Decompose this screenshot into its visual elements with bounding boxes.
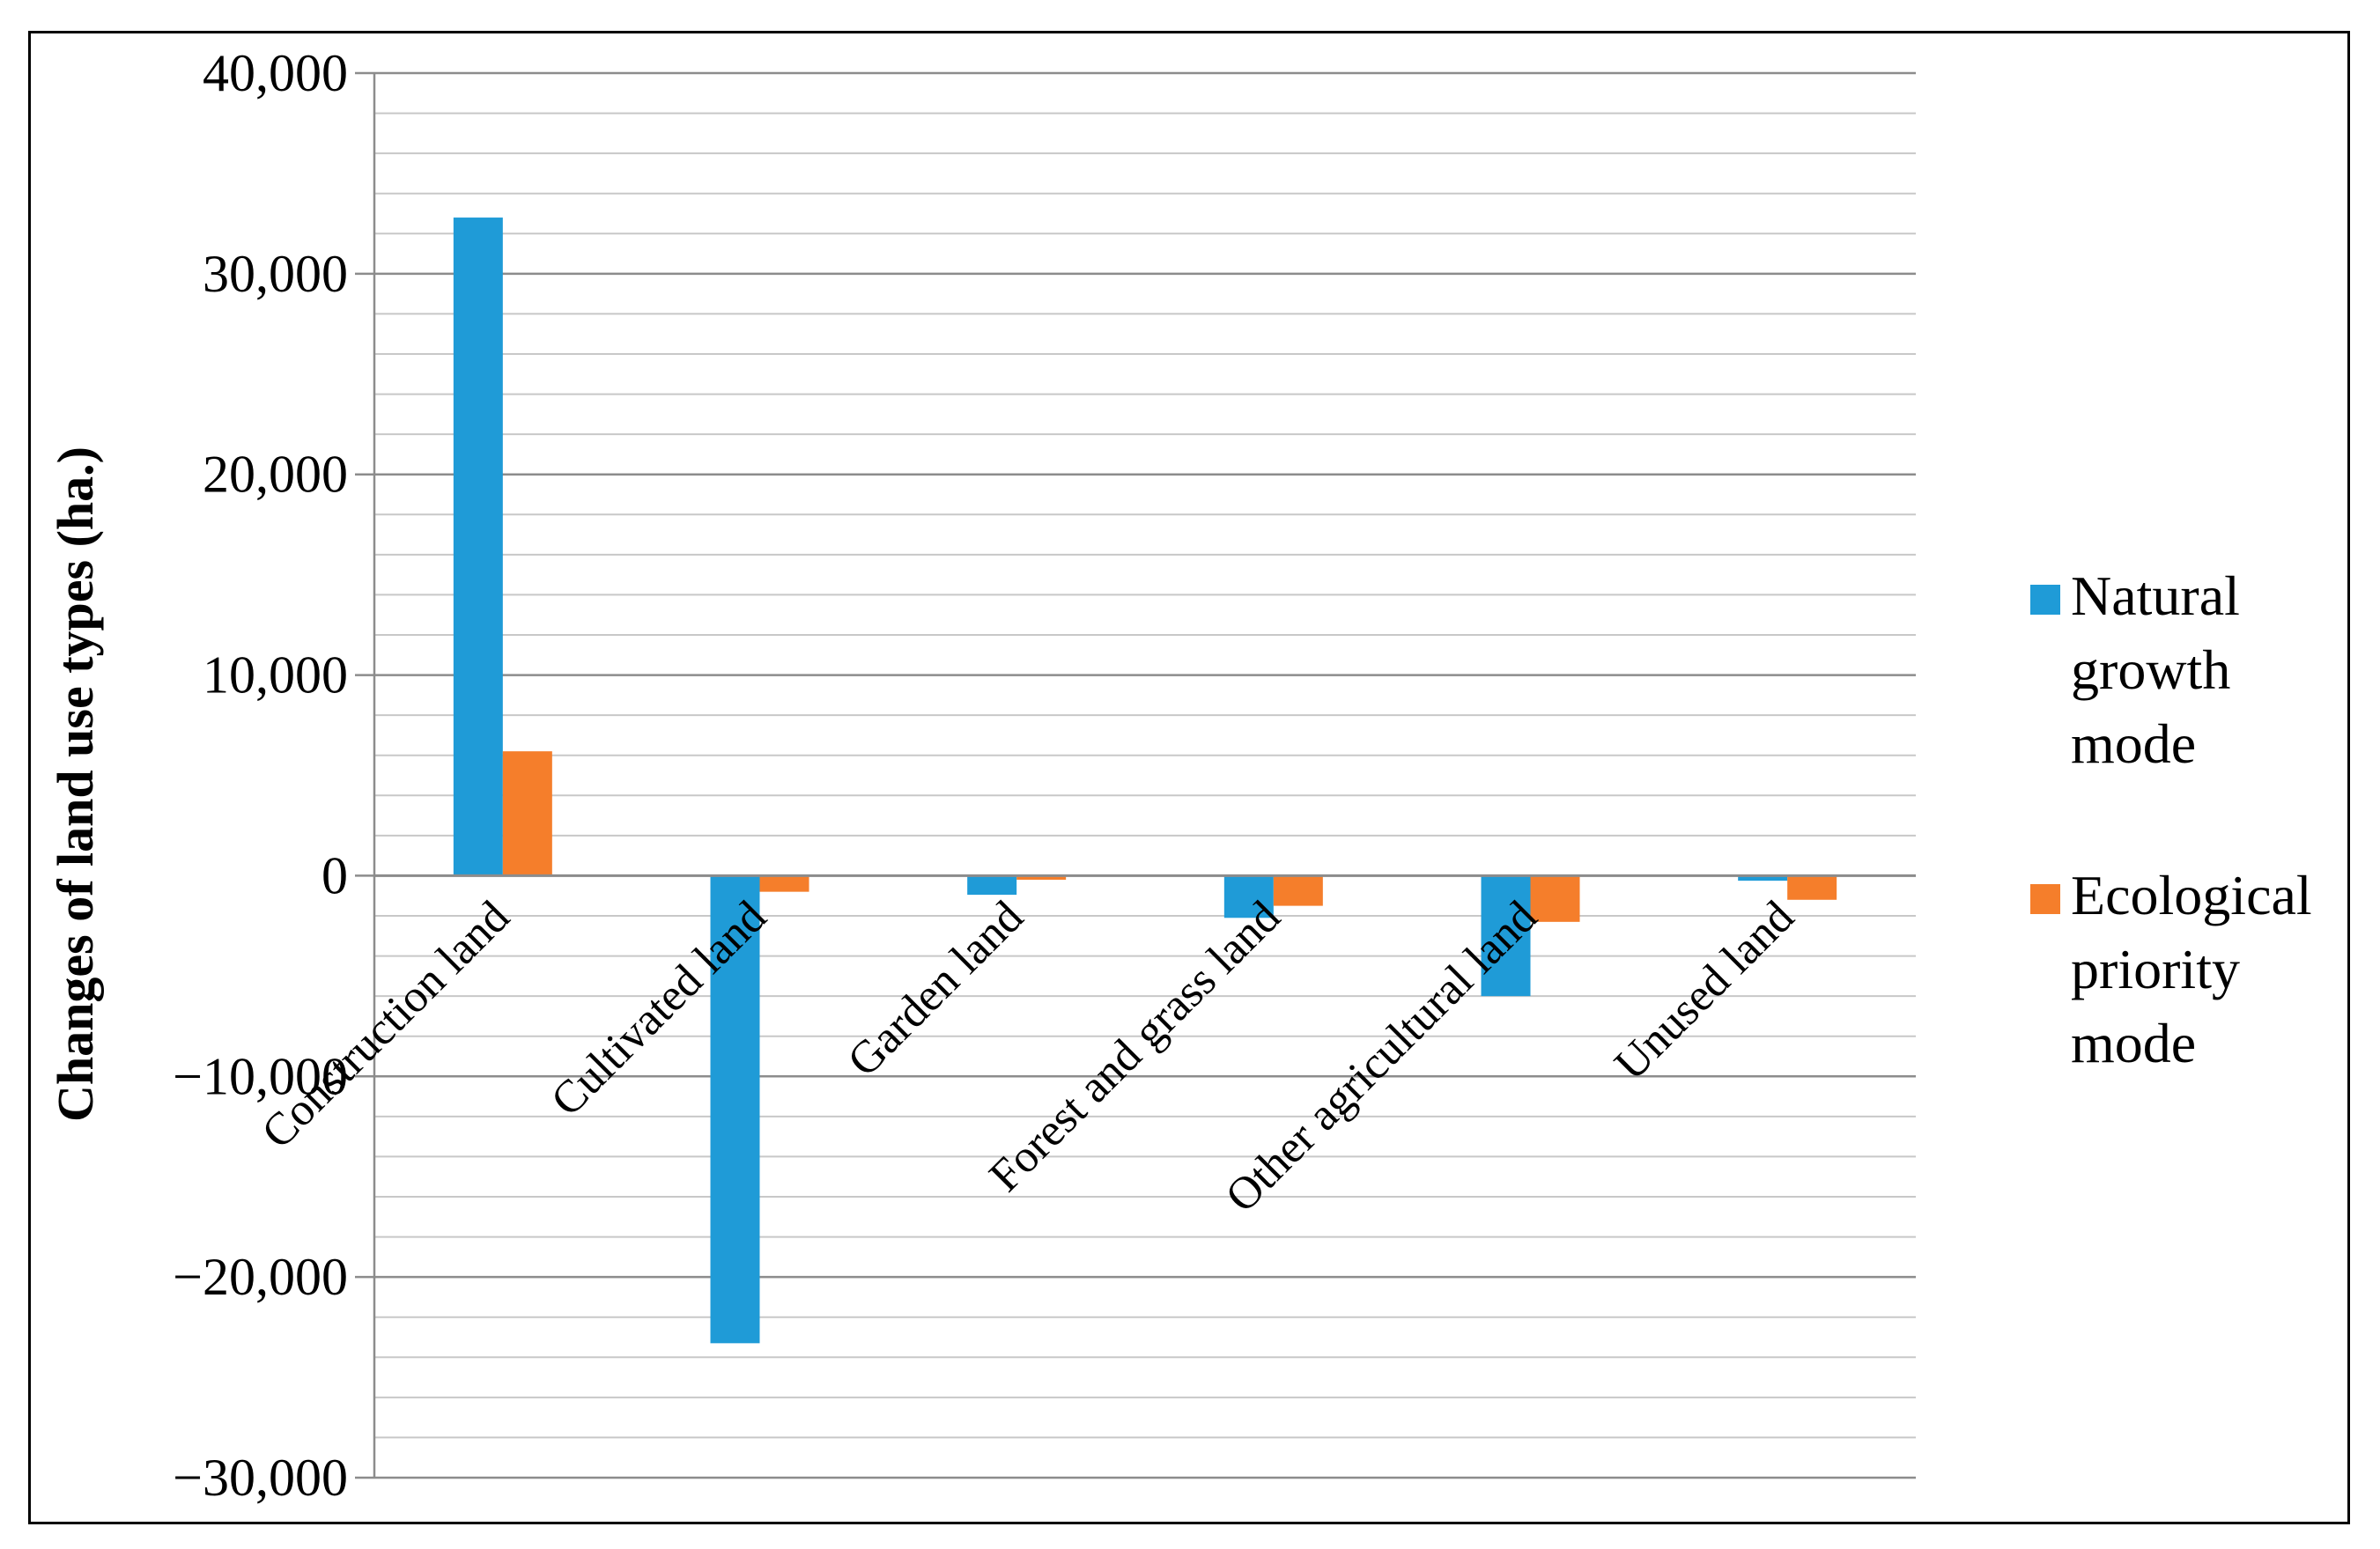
legend-label: growth — [2071, 638, 2230, 701]
axes — [373, 73, 1916, 1478]
y-tick-label: 0 — [322, 846, 348, 904]
bar — [967, 875, 1017, 896]
y-tick-label: 10,000 — [203, 646, 348, 704]
legend-label: priority — [2071, 938, 2240, 1000]
bar — [1481, 875, 1531, 997]
bar — [1273, 875, 1323, 906]
gridlines — [355, 71, 1916, 1479]
bar — [759, 875, 809, 892]
x-category-labels: Construction land Cultivated land Garden l… — [253, 892, 1804, 1222]
y-tick-label: −10,000 — [173, 1047, 348, 1105]
y-tick-labels: −30,000 −20,000 −10,000 0 10,000 20,000 30,000… — [173, 44, 348, 1507]
bar — [710, 875, 760, 1344]
bar — [453, 218, 503, 876]
bar — [1223, 875, 1274, 918]
legend-label: Natural — [2071, 564, 2240, 627]
bar — [1016, 875, 1067, 880]
x-category-label: Construction land — [253, 892, 520, 1159]
x-category-label: Forest and grass land — [980, 892, 1290, 1202]
bar — [1530, 875, 1580, 922]
legend: Natural growth mode Ecological priority mode — [2030, 564, 2312, 1074]
y-tick-label: 40,000 — [203, 44, 348, 102]
legend-label: mode — [2071, 712, 2196, 775]
x-category-label: Unused land — [1606, 892, 1804, 1090]
y-tick-label: 30,000 — [203, 245, 348, 303]
y-tick-label: −30,000 — [173, 1449, 348, 1507]
bars — [453, 218, 1837, 1344]
y-axis-title: Changes of land use types (ha.) — [47, 446, 104, 1122]
legend-label: mode — [2071, 1012, 2196, 1074]
bar — [1787, 875, 1837, 900]
chart-frame: −30,000 −20,000 −10,000 0 10,000 20,000 30,000… — [28, 31, 2350, 1524]
legend-swatch — [2030, 884, 2060, 914]
y-tick-label: −20,000 — [173, 1248, 348, 1306]
legend-label: Ecological — [2071, 864, 2312, 926]
legend-swatch — [2030, 585, 2060, 615]
y-tick-label: 20,000 — [203, 446, 348, 504]
x-category-label: Garden land — [839, 892, 1033, 1087]
bar — [502, 751, 552, 876]
bar — [1738, 875, 1788, 881]
bar-chart: −30,000 −20,000 −10,000 0 10,000 20,000 30,000… — [47, 44, 2312, 1507]
